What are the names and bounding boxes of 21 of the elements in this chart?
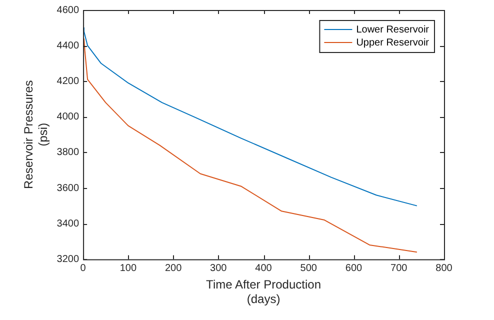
y-tick-label: 4400 bbox=[56, 40, 80, 52]
y-tick-label: 4200 bbox=[56, 76, 80, 87]
y-tick-label: 3800 bbox=[56, 147, 80, 158]
x-tick-label: 600 bbox=[345, 262, 363, 274]
y-tick-label: 4600 bbox=[56, 4, 80, 16]
y-tick-label: 3600 bbox=[56, 182, 80, 194]
x-tick-label: 0 bbox=[80, 262, 86, 274]
x-tick-label: 300 bbox=[210, 262, 228, 274]
y-tick-label: 4000 bbox=[56, 112, 80, 123]
x-tick-label: 500 bbox=[300, 262, 318, 274]
y-tick-label: 3200 bbox=[56, 254, 80, 265]
y-tick-label: 3400 bbox=[56, 218, 80, 230]
legend-label: Lower Reservoir bbox=[356, 24, 430, 36]
x-tick-label: 800 bbox=[436, 262, 453, 274]
x-tick-label: 200 bbox=[164, 262, 182, 274]
x-tick-label: 100 bbox=[120, 262, 137, 274]
legend-label: Upper Reservoir bbox=[356, 37, 430, 48]
x-tick-label: 400 bbox=[255, 262, 272, 274]
y-axis-title: Reservoir Pressures (psi) bbox=[22, 80, 50, 189]
x-tick-label: 700 bbox=[390, 262, 408, 274]
x-axis-title: Time After Production (days) bbox=[206, 278, 321, 306]
